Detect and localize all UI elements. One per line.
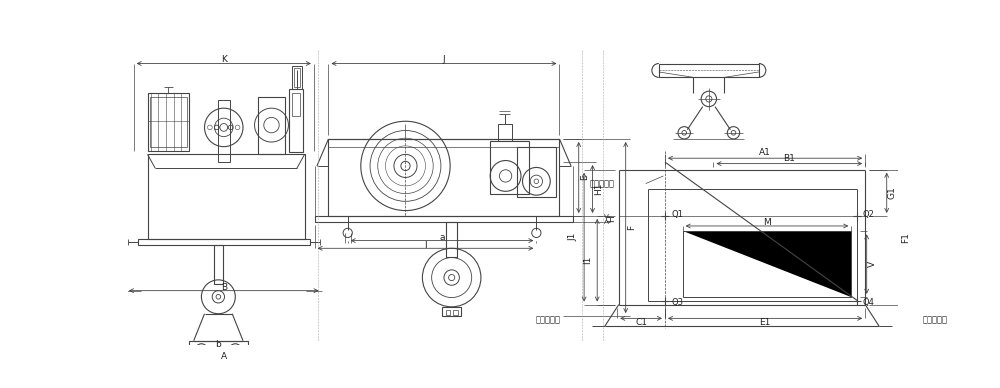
Text: H: H — [607, 216, 616, 222]
Text: E1: E1 — [759, 318, 771, 327]
Text: H1: H1 — [594, 183, 603, 195]
Bar — [498, 123, 512, 140]
Bar — [258, 97, 285, 154]
Bar — [148, 154, 305, 239]
Text: I1: I1 — [583, 256, 592, 265]
Text: F1: F1 — [901, 232, 910, 242]
Text: Q3: Q3 — [671, 298, 683, 307]
Text: I: I — [424, 241, 427, 250]
Text: Q1: Q1 — [671, 210, 683, 219]
Bar — [446, 222, 457, 257]
Text: Q2: Q2 — [862, 210, 874, 219]
Text: a: a — [439, 233, 445, 242]
Text: V: V — [868, 261, 877, 267]
Bar — [138, 239, 310, 245]
Text: B1: B1 — [783, 154, 795, 163]
Bar — [292, 93, 300, 116]
Bar — [214, 245, 223, 284]
Text: 吊点中心线: 吊点中心线 — [590, 179, 615, 188]
Text: A: A — [221, 352, 227, 361]
Bar — [517, 147, 556, 197]
Bar — [148, 93, 189, 151]
Bar — [490, 140, 529, 194]
Bar — [292, 66, 302, 89]
Polygon shape — [683, 231, 851, 297]
Bar — [218, 100, 230, 162]
Bar — [442, 307, 461, 316]
Text: A1: A1 — [759, 148, 771, 157]
Bar — [189, 341, 248, 347]
Text: Q4: Q4 — [862, 298, 874, 307]
Text: J: J — [443, 55, 445, 64]
Text: b: b — [215, 340, 221, 349]
Text: F: F — [627, 225, 636, 230]
Bar — [659, 64, 759, 77]
Bar — [453, 310, 458, 315]
Bar — [150, 97, 187, 147]
Text: E: E — [580, 175, 589, 180]
Text: J1: J1 — [569, 233, 578, 241]
Bar — [328, 139, 559, 216]
Bar — [289, 89, 303, 152]
Text: B: B — [221, 283, 227, 292]
Text: C1: C1 — [635, 318, 647, 327]
Bar — [315, 216, 573, 222]
Text: M: M — [763, 218, 771, 227]
Bar — [294, 68, 300, 87]
Text: K: K — [221, 55, 227, 64]
Text: G1: G1 — [888, 187, 897, 199]
Bar — [683, 231, 851, 297]
Text: 地脚螺栓孔: 地脚螺栓孔 — [536, 315, 561, 324]
Text: 机架外形线: 机架外形线 — [923, 315, 948, 324]
Bar — [446, 310, 450, 315]
